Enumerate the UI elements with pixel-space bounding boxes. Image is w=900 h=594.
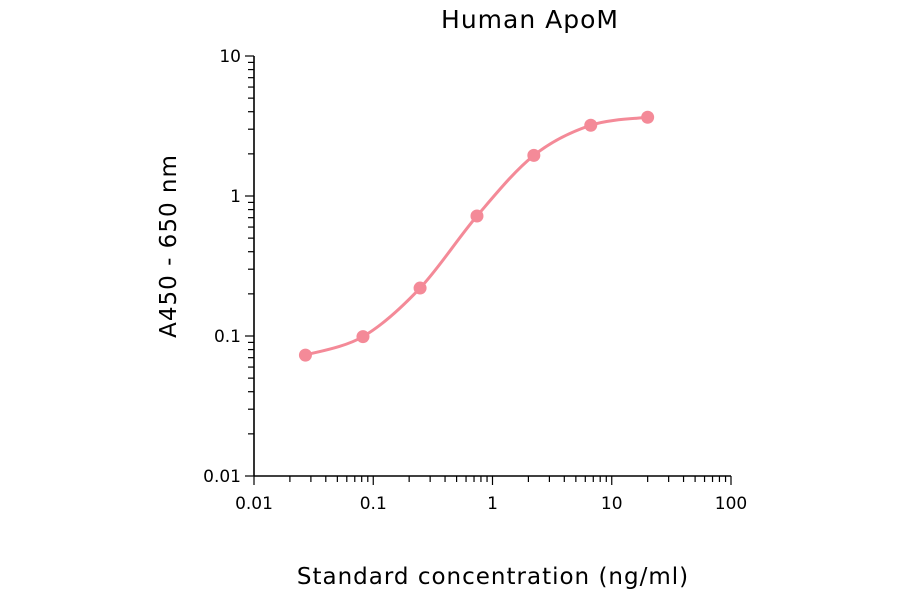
- x-tick-label: 10: [601, 494, 623, 514]
- data-point: [413, 281, 427, 295]
- data-point: [527, 148, 541, 162]
- y-tick-label: 10: [219, 47, 241, 67]
- data-point: [470, 209, 484, 223]
- axes: [253, 56, 731, 477]
- plot-area: [298, 110, 655, 362]
- data-point: [356, 330, 370, 344]
- chart-title: Human ApoM: [441, 5, 619, 34]
- y-tick-label: 0.1: [214, 327, 241, 347]
- y-tick-label: 0.01: [203, 467, 241, 487]
- y-tick-label: 1: [230, 187, 241, 207]
- data-point: [641, 110, 655, 124]
- x-tick-label: 100: [715, 494, 747, 514]
- tick-labels: 0.01 0.1 1 10 100 0.01 0.1 1 10: [203, 47, 747, 514]
- x-tick-label: 0.01: [235, 494, 273, 514]
- data-point: [584, 118, 598, 132]
- x-axis-title: Standard concentration (ng/ml): [297, 564, 689, 590]
- x-tick-label: 1: [487, 494, 498, 514]
- y-axis-title: A450 - 650 nm: [156, 154, 182, 338]
- ticks: [245, 55, 732, 485]
- series-line: [303, 115, 650, 357]
- x-tick-label: 0.1: [360, 494, 387, 514]
- data-point: [298, 348, 312, 362]
